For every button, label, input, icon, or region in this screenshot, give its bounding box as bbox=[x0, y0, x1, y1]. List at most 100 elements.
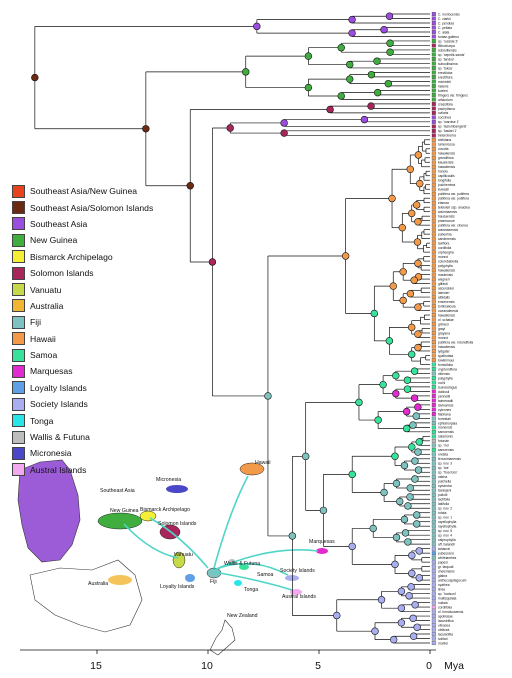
tip-label: futunae bbox=[438, 439, 449, 443]
tip-label: sp. nov. 4 bbox=[438, 534, 452, 538]
legend-label: Society Islands bbox=[30, 399, 88, 410]
tip-label: polyphylla bbox=[438, 264, 453, 268]
ancestral-node bbox=[346, 75, 354, 83]
ancestral-state-nodes bbox=[31, 12, 424, 644]
ancestral-node bbox=[346, 60, 354, 69]
tip-swatch bbox=[431, 627, 436, 632]
legend-item: Austral Islands bbox=[12, 462, 192, 478]
tip-label: hawaiiensis bbox=[438, 165, 455, 169]
tip-label: pullotii bbox=[438, 493, 448, 497]
tip-swatch bbox=[431, 326, 436, 331]
ancestral-node bbox=[264, 392, 272, 400]
legend-label: Marquesas bbox=[30, 366, 73, 377]
ancestral-node bbox=[348, 29, 356, 37]
legend-item: Marquesas bbox=[12, 363, 192, 379]
ancestral-node bbox=[396, 497, 404, 506]
tip-swatch bbox=[431, 353, 436, 358]
tip-swatch bbox=[431, 322, 436, 327]
tip-swatch bbox=[431, 515, 436, 520]
tip-label: papesi bbox=[438, 561, 448, 565]
tip-swatch bbox=[431, 510, 436, 515]
tip-label: tortimalicula bbox=[438, 304, 456, 308]
tip-swatch bbox=[431, 429, 436, 434]
tip-swatch bbox=[431, 119, 436, 124]
tip-label: cordifolia bbox=[438, 246, 451, 250]
legend-label: Tonga bbox=[30, 415, 54, 426]
legend-swatch bbox=[12, 430, 25, 444]
ancestral-node bbox=[348, 542, 356, 551]
map-label-society: Society Islands bbox=[280, 568, 315, 574]
tip-swatch bbox=[431, 389, 436, 394]
tip-swatch bbox=[431, 218, 436, 223]
tip-swatch bbox=[431, 79, 436, 84]
tip-label: fiabriana bbox=[438, 412, 451, 416]
tip-label: cf. hendicusensis bbox=[438, 610, 464, 614]
tip-label: cf. schalae bbox=[438, 318, 454, 322]
tip-swatch bbox=[431, 358, 436, 362]
tip-label: sp. 'mo' bbox=[438, 444, 450, 448]
tip-label: waimhaensis bbox=[438, 210, 457, 214]
ancestral-node bbox=[410, 276, 418, 284]
tip-label: C. morlocensis bbox=[438, 12, 460, 16]
tip-label: munroi bbox=[438, 255, 448, 259]
ancestral-node bbox=[380, 26, 388, 34]
ancestral-node bbox=[403, 385, 412, 393]
tip-swatch bbox=[431, 97, 436, 102]
map-label-vanuatu: Vanuatu bbox=[174, 552, 193, 558]
legend-label: New Guinea bbox=[30, 235, 78, 246]
tip-swatch bbox=[431, 245, 436, 250]
ancestral-node bbox=[414, 466, 423, 474]
map-label-fiji: Fiji bbox=[210, 579, 217, 585]
ancestral-node bbox=[411, 475, 419, 483]
tip-label: multisquilata bbox=[438, 596, 456, 600]
map-label-australia: Australia bbox=[88, 581, 108, 587]
tip-label: capillicaulis bbox=[438, 174, 455, 178]
tip-label: pulchella bbox=[438, 480, 451, 484]
tip-swatch bbox=[431, 137, 436, 142]
ancestral-node bbox=[414, 403, 422, 411]
tip-swatch bbox=[431, 434, 436, 439]
legend-swatch bbox=[12, 364, 25, 378]
tip-label: sp. nov. 2 bbox=[438, 507, 452, 511]
tip-swatch bbox=[431, 533, 436, 538]
tip-label: cheismanis bbox=[438, 570, 455, 574]
tip-label: obtiicea bbox=[438, 628, 450, 632]
map-label-solomon: Solomon Islands bbox=[158, 521, 197, 527]
tip-swatch bbox=[431, 61, 436, 66]
ancestral-node bbox=[226, 124, 234, 132]
ancestral-node bbox=[385, 12, 394, 20]
tip-label: pubifera var. pubifera bbox=[438, 197, 469, 201]
ancestral-node bbox=[401, 529, 410, 537]
tip-label: cocotla bbox=[438, 147, 449, 151]
tip-label: kauaiensis bbox=[438, 161, 454, 165]
tip-label: stelidana bbox=[438, 138, 451, 142]
tip-label: munroi bbox=[438, 336, 448, 340]
tip-label: polyphylla bbox=[438, 376, 453, 380]
tip-swatch bbox=[431, 173, 436, 178]
legend-label: Southeast Asia bbox=[30, 218, 88, 229]
tip-swatch bbox=[431, 155, 436, 160]
legend-item: Tonga bbox=[12, 412, 192, 428]
ancestral-node bbox=[410, 394, 419, 402]
tip-swatch bbox=[431, 209, 436, 214]
tip-swatch bbox=[431, 340, 436, 345]
ancestral-node bbox=[242, 68, 250, 76]
axis-tick-label-0: 0 bbox=[426, 660, 432, 672]
ancestral-node bbox=[413, 511, 421, 519]
tip-label: coccinea bbox=[438, 116, 451, 120]
tip-label: cyrtandra bbox=[438, 484, 452, 488]
ancestral-node bbox=[253, 22, 261, 31]
tip-swatch bbox=[431, 335, 436, 340]
tip-label: fontan-galleno bbox=[438, 35, 459, 39]
tip-label: rochi bbox=[438, 381, 445, 385]
tip-swatch bbox=[431, 34, 436, 39]
ancestral-node bbox=[414, 330, 422, 338]
ancestral-node bbox=[416, 179, 424, 188]
tip-label: C. pellata bbox=[438, 26, 452, 30]
map-label-samoa: Samoa bbox=[257, 572, 274, 578]
tip-swatch bbox=[431, 196, 436, 201]
tip-swatch bbox=[431, 371, 436, 376]
tip-label: columbabiolia bbox=[438, 260, 458, 264]
ancestral-node bbox=[397, 604, 406, 612]
